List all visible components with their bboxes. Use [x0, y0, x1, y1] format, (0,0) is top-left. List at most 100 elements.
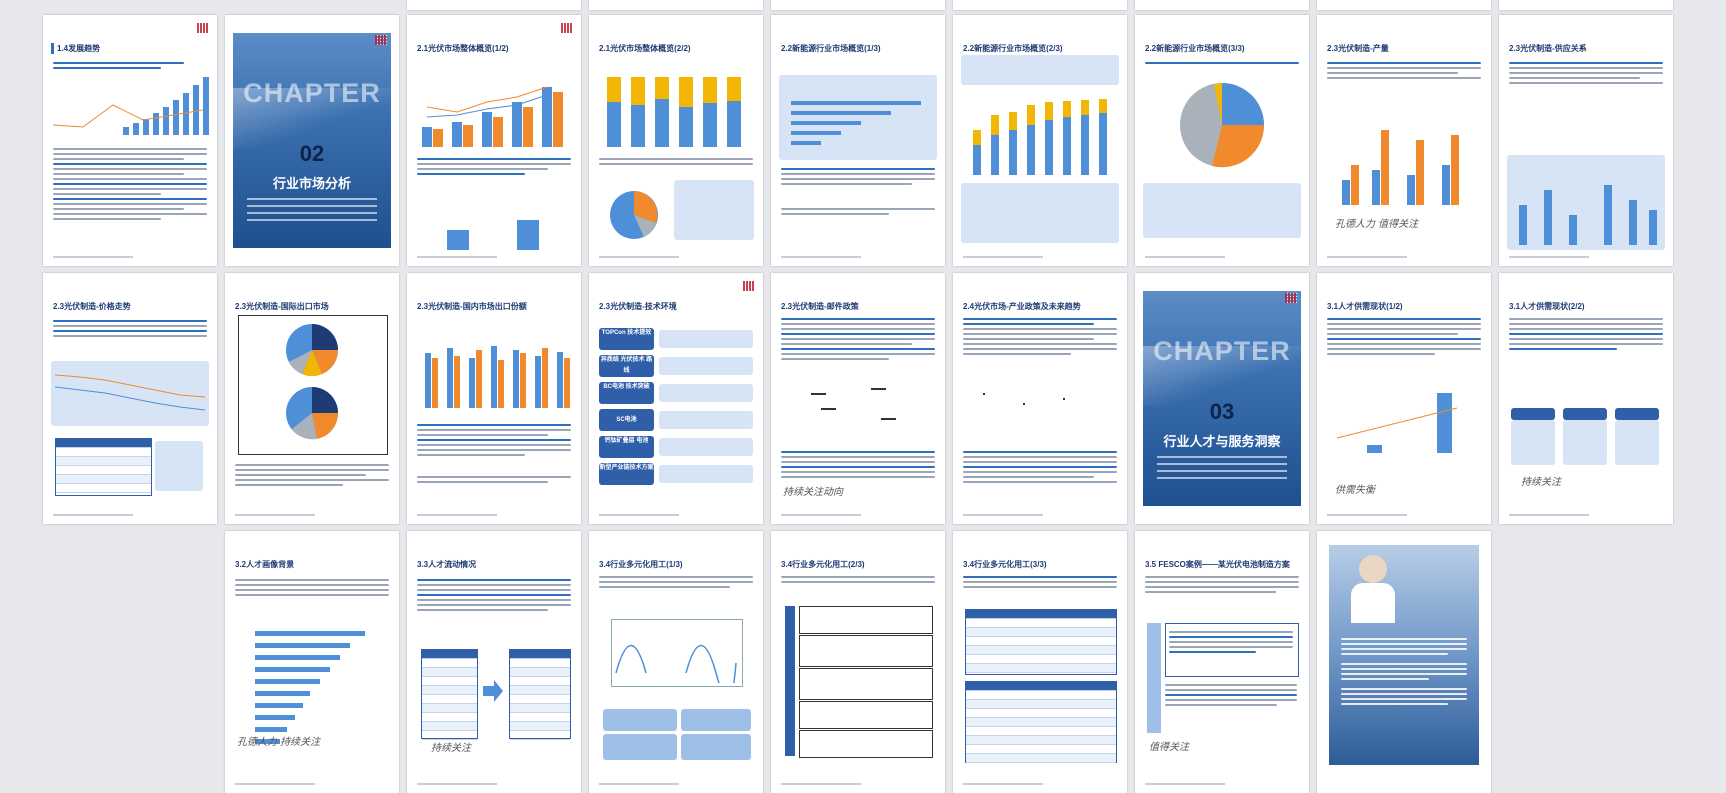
page-thumbnail[interactable]: 2.3光伏制造-供应关系	[1499, 15, 1673, 266]
logo-icon	[375, 35, 387, 45]
bar-chart	[417, 328, 571, 408]
page-thumbnail[interactable]: 2.2新能源行业市场概览(2/3)	[953, 15, 1127, 266]
partial-page[interactable]	[1499, 0, 1673, 10]
chapter-cover: CHAPTER 02 行业市场分析	[233, 33, 391, 248]
chapter-word: CHAPTER	[243, 78, 381, 108]
hbar-chart	[781, 95, 935, 155]
chapter-title: 行业人才与服务洞察	[1163, 434, 1281, 449]
page-title: 2.3光伏制造-产量	[1327, 44, 1389, 53]
stacked-bar-chart	[599, 77, 753, 147]
handwriting-note: 持续关注	[431, 743, 471, 754]
stacked-bar-chart	[963, 95, 1117, 175]
page-title: 2.2新能源行业市场概览(2/3)	[963, 44, 1063, 53]
page-title: 2.3光伏制造-国际出口市场	[235, 302, 329, 311]
back-cover-image	[1329, 545, 1479, 765]
page-title: 2.2新能源行业市场概览(1/3)	[781, 44, 881, 53]
page-thumbnail[interactable]: CHAPTER 02 行业市场分析	[225, 15, 399, 266]
page-thumbnail[interactable]: 2.1光伏市场整体概览(2/2)	[589, 15, 763, 266]
page-title: 3.4行业多元化用工(2/3)	[781, 560, 865, 569]
page-thumbnail[interactable]: 2.3光伏制造-国内市场出口份额	[407, 273, 581, 524]
tech-block: SC电池	[599, 409, 654, 431]
tech-block: 钙钛矿叠层 电池	[599, 436, 654, 458]
pie-chart	[1180, 83, 1265, 168]
page-thumbnail[interactable]	[1317, 531, 1491, 793]
data-table	[421, 649, 478, 740]
page-title: 2.4光伏市场-产业政策及未来趋势	[963, 302, 1081, 311]
page-title: 3.3人才流动情况	[417, 560, 477, 569]
chapter-cover: CHAPTER 03 行业人才与服务洞察	[1143, 291, 1301, 506]
page-title: 2.3光伏制造-国内市场出口份额	[417, 302, 527, 311]
page-thumbnail[interactable]: 3.4行业多元化用工(1/3)	[589, 531, 763, 793]
partial-page[interactable]	[1135, 0, 1309, 10]
handwriting-note: 孔德人力 持续关注	[237, 737, 321, 748]
partial-page[interactable]	[771, 0, 945, 10]
page-thumbnail[interactable]: 2.3光伏制造-产量 孔德人力 值得关注	[1317, 15, 1491, 266]
tech-block: BC电池 技术突破	[599, 382, 654, 404]
page-title: 3.1人才供需现状(2/2)	[1509, 302, 1585, 311]
bar-chart	[1327, 383, 1481, 453]
bar-chart	[1327, 125, 1481, 205]
page-title: 3.2人才画像背景	[235, 560, 295, 569]
chapter-number: 02	[299, 141, 325, 166]
page-thumbnail[interactable]: 3.1人才供需现状(1/2) 供需失衡	[1317, 273, 1491, 524]
page-thumbnail[interactable]: 3.4行业多元化用工(3/3)	[953, 531, 1127, 793]
page-thumbnail[interactable]: 2.3光伏制造-价格走势	[43, 273, 217, 524]
page-thumbnail[interactable]: 2.1光伏市场整体概览(1/2)	[407, 15, 581, 266]
handwriting-note: 持续关注	[1521, 477, 1561, 488]
logo-icon	[743, 281, 755, 291]
chapter-title: 行业市场分析	[272, 176, 351, 191]
page-title: 2.1光伏市场整体概览(2/2)	[599, 44, 691, 53]
chapter-number: 03	[1209, 399, 1235, 424]
hbar-chart	[235, 621, 389, 761]
page-thumbnail[interactable]: 3.2人才画像背景 孔德人力 持续关注	[225, 531, 399, 793]
page-title: 3.4行业多元化用工(3/3)	[963, 560, 1047, 569]
pie-chart	[610, 191, 658, 239]
page-thumbnail[interactable]: 1.4发展趋势	[43, 15, 217, 266]
wave-diagram	[615, 644, 737, 683]
partial-page[interactable]	[589, 0, 763, 10]
bar-chart	[1509, 165, 1663, 245]
chapter-word: CHAPTER	[1153, 336, 1291, 366]
page-thumbnail[interactable]: 2.2新能源行业市场概览(1/3)	[771, 15, 945, 266]
data-table	[55, 438, 152, 496]
data-table	[965, 681, 1117, 763]
mixed-chart	[417, 67, 571, 147]
page-thumbnail[interactable]: 3.4行业多元化用工(2/3)	[771, 531, 945, 793]
page-thumbnail[interactable]: 2.3光伏制造-邮件政策 持续关注动向	[771, 273, 945, 524]
handwriting-note: 值得关注	[1149, 742, 1189, 753]
page-title: 2.1光伏市场整体概览(1/2)	[417, 44, 509, 53]
tech-block: 异质结 光伏技术 路线	[599, 355, 654, 377]
pie-chart	[286, 387, 339, 440]
tech-block: 新型产业链技术方案	[599, 463, 654, 485]
page-title: 2.3光伏制造-价格走势	[53, 302, 131, 311]
page-thumbnail[interactable]: 3.5 FESCO案例——某光伏电池制造方案 值得关注	[1135, 531, 1309, 793]
arrow-right-icon	[483, 680, 503, 702]
page-thumbnail[interactable]: 2.4光伏市场-产业政策及未来趋势	[953, 273, 1127, 524]
handwriting-note: 供需失衡	[1335, 485, 1375, 496]
line-chart	[55, 374, 205, 411]
page-title: 2.3光伏制造-供应关系	[1509, 44, 1587, 53]
page-thumbnail[interactable]: 2.2新能源行业市场概览(3/3)	[1135, 15, 1309, 266]
page-title: 3.5 FESCO案例——某光伏电池制造方案	[1145, 560, 1290, 569]
page-title: 1.4发展趋势	[51, 43, 211, 54]
page-thumbnail[interactable]: CHAPTER 03 行业人才与服务洞察	[1135, 273, 1309, 524]
data-table	[965, 609, 1117, 675]
logo-icon	[197, 23, 209, 33]
page-thumbnail[interactable]: 3.3人才流动情况 持续关注	[407, 531, 581, 793]
partial-page[interactable]	[407, 0, 581, 10]
pie-chart	[286, 324, 338, 376]
tech-block: TOPCon 技术提效	[599, 328, 654, 350]
growth-chart	[53, 75, 209, 135]
page-title: 2.2新能源行业市场概览(3/3)	[1145, 44, 1245, 53]
handwriting-note: 持续关注动向	[783, 487, 843, 498]
page-title: 3.4行业多元化用工(1/3)	[599, 560, 683, 569]
handwriting-note: 孔德人力 值得关注	[1335, 219, 1419, 230]
page-thumbnail[interactable]: 2.3光伏制造-国际出口市场	[225, 273, 399, 524]
partial-page[interactable]	[953, 0, 1127, 10]
page-thumbnail[interactable]: 2.3光伏制造-技术环境 TOPCon 技术提效 异质结 光伏技术 路线 BC电…	[589, 273, 763, 524]
partial-page[interactable]	[1317, 0, 1491, 10]
page-title: 2.3光伏制造-邮件政策	[781, 302, 859, 311]
page-thumbnail[interactable]: 3.1人才供需现状(2/2) 持续关注	[1499, 273, 1673, 524]
page-title: 3.1人才供需现状(1/2)	[1327, 302, 1403, 311]
data-table	[509, 649, 571, 740]
